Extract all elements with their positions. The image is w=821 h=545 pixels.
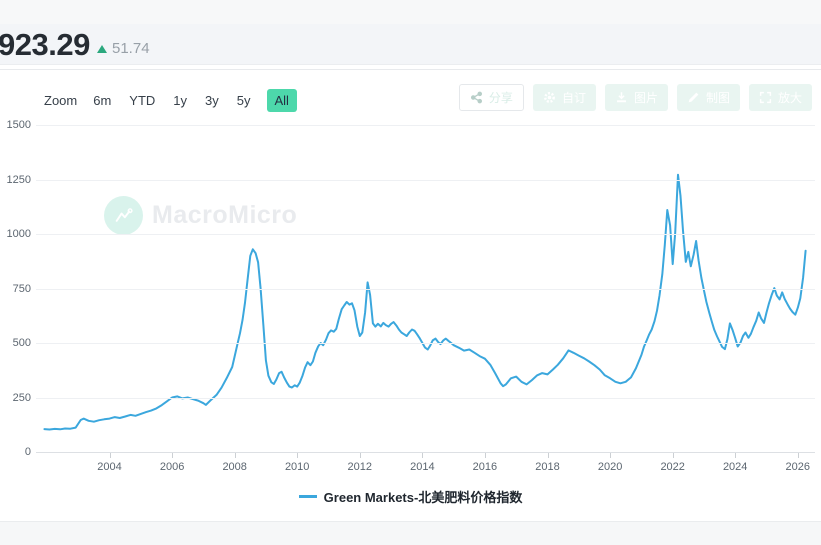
x-tick-mark <box>797 453 799 458</box>
fullscreen-label: 放大 <box>777 91 802 105</box>
x-tick-label: 2012 <box>347 461 373 473</box>
x-tick-label: 2008 <box>222 461 247 473</box>
x-tick-label: 2016 <box>472 461 498 473</box>
change-value: 51.74 <box>112 40 150 57</box>
y-tick-label: 1250 <box>6 173 31 186</box>
fullscreen-button[interactable]: 放大 <box>748 84 812 111</box>
x-tick-label: 2006 <box>159 461 185 473</box>
chart-maker-label: 制图 <box>705 91 730 105</box>
range-5y[interactable]: 5y <box>236 93 251 108</box>
gridline <box>36 288 815 290</box>
x-tick-mark <box>547 453 549 458</box>
image-label: 图片 <box>633 91 658 105</box>
x-tick-mark <box>422 453 424 458</box>
y-tick-label: 0 <box>24 446 31 458</box>
triangle-up-icon <box>97 44 107 53</box>
range-toolbar: Zoom 6m YTD 1y 3y 5y All <box>44 89 297 112</box>
download-icon <box>615 91 628 104</box>
x-tick-mark <box>610 453 612 458</box>
watermark: MacroMicro <box>104 196 297 235</box>
y-tick-label: 1500 <box>6 119 31 131</box>
x-tick-label: 2026 <box>785 461 811 473</box>
y-tick-label: 250 <box>12 391 31 404</box>
x-tick-label: 2018 <box>535 461 560 473</box>
pencil-icon <box>687 91 700 104</box>
header-divider <box>0 69 821 70</box>
macromicro-logo-icon <box>104 196 143 235</box>
change-badge: 51.74 <box>97 40 150 57</box>
footer-strip <box>0 521 821 545</box>
share-button[interactable]: 分享 <box>458 84 524 111</box>
gridline <box>36 343 815 344</box>
x-tick-label: 2022 <box>660 461 685 473</box>
legend-line-marker <box>298 495 317 498</box>
share-icon <box>470 91 483 104</box>
expand-icon <box>759 91 772 104</box>
gear-icon <box>543 91 556 104</box>
range-3y[interactable]: 3y <box>205 93 219 108</box>
legend[interactable]: Green Markets-北美肥料价格指数 <box>0 487 821 506</box>
gridline <box>36 125 815 126</box>
x-tick-mark <box>109 453 111 458</box>
x-tick-label: 2004 <box>97 461 122 473</box>
customize-button[interactable]: 自订 <box>532 84 596 111</box>
x-tick-label: 2010 <box>284 461 310 473</box>
range-6m[interactable]: 6m <box>93 93 112 108</box>
legend-label: Green Markets-北美肥料价格指数 <box>323 490 523 505</box>
x-tick-mark <box>672 453 674 458</box>
x-tick-label: 2014 <box>410 461 435 473</box>
gridline <box>36 234 815 235</box>
x-tick-label: 2020 <box>597 461 623 473</box>
gridline <box>36 397 815 399</box>
image-download-button[interactable]: 图片 <box>604 84 668 111</box>
gridline <box>36 179 815 181</box>
y-tick-label: 500 <box>12 337 31 349</box>
range-all[interactable]: All <box>266 89 297 112</box>
y-tick-label: 750 <box>12 282 31 295</box>
range-1y[interactable]: 1y <box>173 93 188 108</box>
top-strip <box>0 0 821 24</box>
chart-maker-button[interactable]: 制图 <box>676 84 740 111</box>
zoom-label: Zoom <box>44 93 78 108</box>
x-tick-mark <box>735 453 737 458</box>
action-buttons: 分享 自订 图片 制图 放大 <box>458 84 812 111</box>
range-ytd[interactable]: YTD <box>129 93 156 108</box>
x-tick-label: 2024 <box>722 461 748 473</box>
share-label: 分享 <box>488 91 513 105</box>
x-tick-mark <box>484 453 486 458</box>
x-tick-mark <box>172 453 174 458</box>
header-value-band <box>0 24 821 65</box>
x-axis-line <box>36 452 815 453</box>
customize-label: 自订 <box>561 91 586 105</box>
latest-value: 923.29 <box>0 27 90 62</box>
y-tick-label: 1000 <box>6 228 31 240</box>
x-tick-mark <box>234 453 236 458</box>
x-tick-mark <box>297 453 299 458</box>
watermark-text: MacroMicro <box>152 201 298 229</box>
x-tick-mark <box>359 453 361 458</box>
